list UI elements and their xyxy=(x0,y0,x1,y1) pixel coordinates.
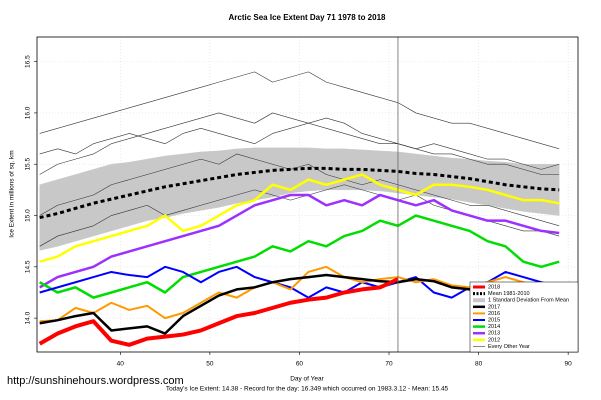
x-tick-label: 40 xyxy=(117,361,125,368)
y-tick-label: 16.5 xyxy=(25,55,32,68)
y-tick-label: 14.5 xyxy=(25,260,32,273)
watermark: http://sunshinehours.wordpress.com xyxy=(7,375,184,387)
plot-frame xyxy=(36,36,579,353)
x-tick-label: 60 xyxy=(296,361,304,368)
footer: Today's Ice Extent: 14.38 - Record for t… xyxy=(166,386,449,393)
other-year-line xyxy=(39,71,560,150)
other-year-line xyxy=(39,112,560,175)
series-line xyxy=(39,193,560,289)
std-band xyxy=(164,153,184,218)
x-tick-label: 90 xyxy=(565,361,573,368)
legend-label: 2016 xyxy=(488,311,500,317)
legend-label: 2015 xyxy=(488,317,500,323)
std-band xyxy=(505,161,524,212)
y-axis-label: Ice Extent in millions of sq. km xyxy=(9,150,16,237)
y-tick-label: 15.0 xyxy=(25,209,32,222)
legend-label: 2017 xyxy=(488,304,500,310)
legend-label: 2012 xyxy=(488,337,500,343)
chart-title: Arctic Sea Ice Extent Day 71 1978 to 201… xyxy=(229,13,387,22)
y-tick-label: 14.0 xyxy=(25,311,32,324)
std-band xyxy=(451,157,470,203)
x-tick-label: 80 xyxy=(475,361,483,368)
legend-label: Every Other Year xyxy=(488,344,530,350)
y-tick-label: 15.5 xyxy=(25,158,32,171)
legend-label: 1 Standard Deviation From Mean xyxy=(488,298,569,304)
y-tick-label: 16.0 xyxy=(25,106,32,119)
series-line xyxy=(38,277,399,347)
series-line xyxy=(39,214,560,299)
other-year-line xyxy=(39,117,560,170)
x-axis-label: Day of Year xyxy=(290,376,324,383)
legend-label: 2013 xyxy=(488,331,500,337)
x-tick-label: 70 xyxy=(385,361,393,368)
legend-label: 2018 xyxy=(488,284,500,290)
std-band xyxy=(541,164,560,216)
legend-label: Mean 1981-2010 xyxy=(488,291,530,297)
legend-label: 2014 xyxy=(488,324,500,330)
std-band xyxy=(111,161,130,232)
other-year-line xyxy=(39,153,560,227)
series-line xyxy=(39,173,560,263)
x-tick-label: 50 xyxy=(206,361,214,368)
legend-box xyxy=(469,281,579,353)
std-band xyxy=(218,148,237,208)
